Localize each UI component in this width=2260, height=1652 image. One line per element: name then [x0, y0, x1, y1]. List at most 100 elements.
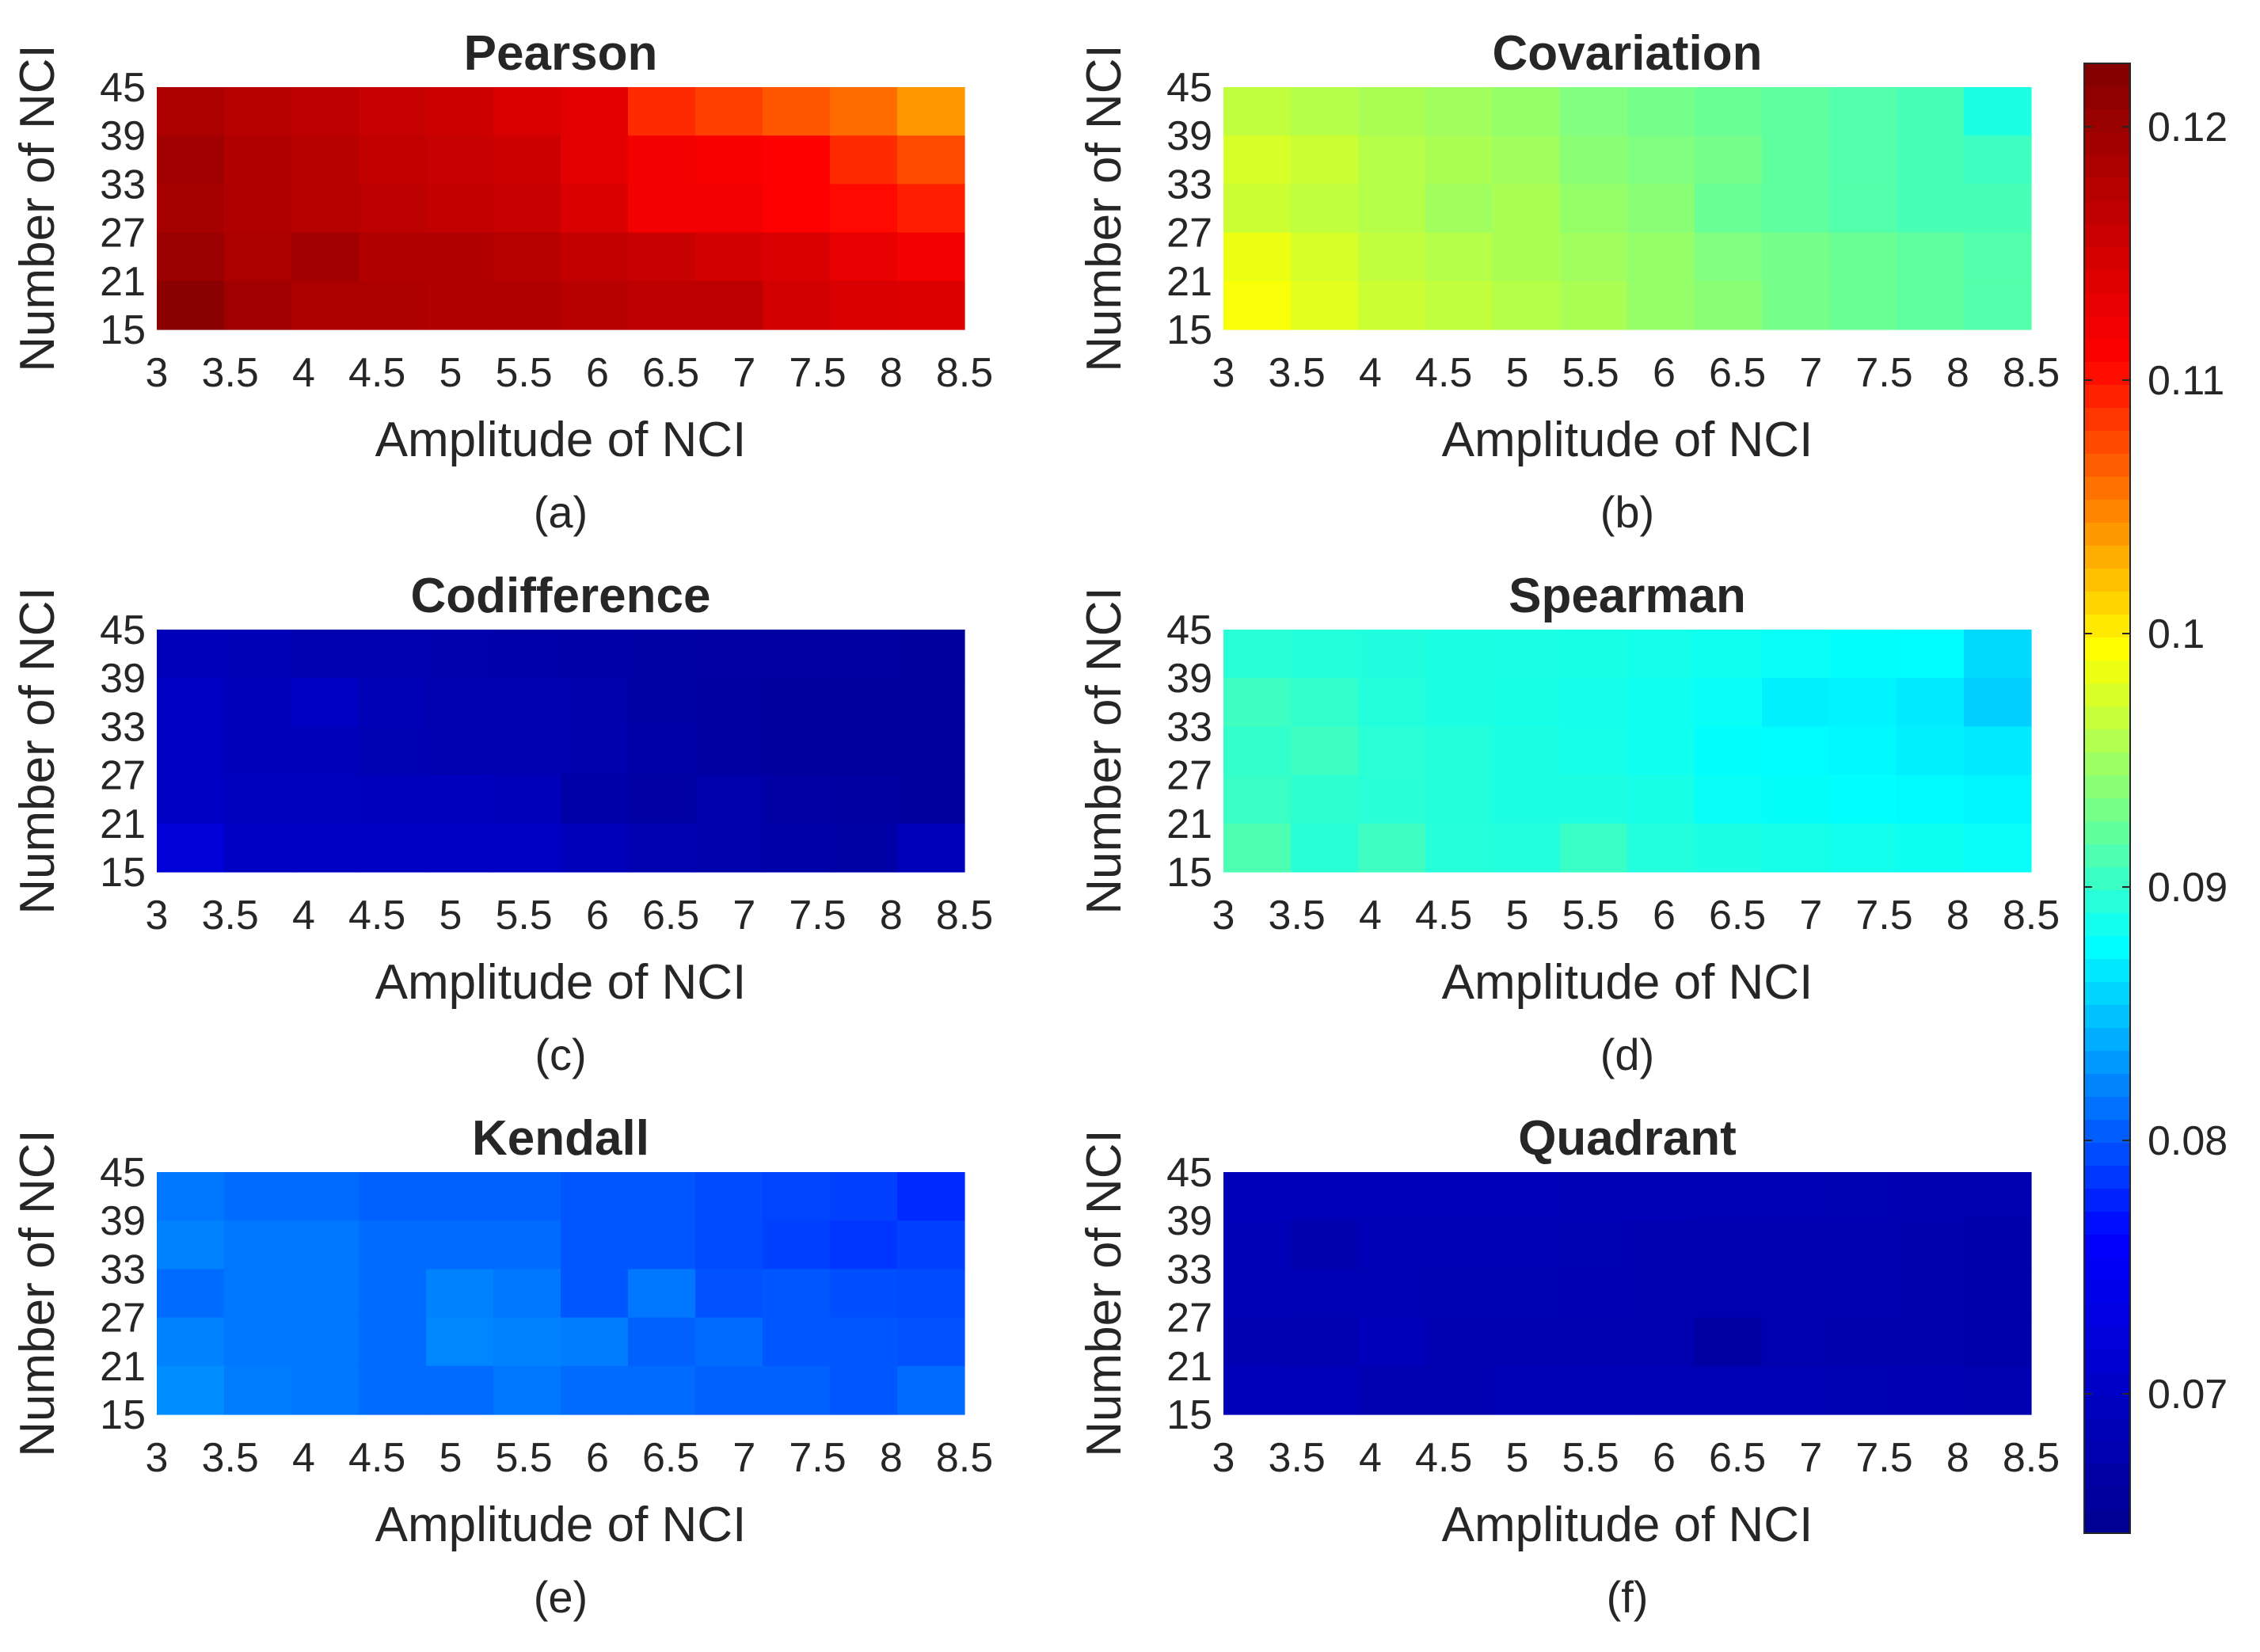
heatmap-cell — [224, 775, 292, 824]
colorbar-segment — [2084, 1395, 2130, 1419]
heatmap-cell — [1358, 630, 1426, 679]
heatmap-cell — [628, 630, 696, 679]
heatmap-cell — [695, 823, 763, 873]
heatmap-cell — [493, 1172, 561, 1221]
panel-kendall: Kendall 3 3.5 4 4.5 5 5.5 6 6.5 7 7.5 8 8.5 152127333… — [10, 1111, 993, 1622]
heatmap-cell — [628, 678, 696, 727]
heatmap-cell — [359, 135, 427, 185]
x-tick-label: 7.5 — [1855, 893, 1912, 938]
heatmap-cell — [628, 1220, 696, 1269]
heatmap-cell — [1964, 87, 2032, 136]
heatmap-cell — [493, 823, 561, 873]
x-tick-label: 3 — [146, 350, 169, 396]
heatmap-cell — [157, 1269, 225, 1319]
y-tick-label: 45 — [1166, 65, 1212, 111]
x-tick-label: 8.5 — [936, 893, 993, 938]
heatmap-cell — [1291, 1317, 1359, 1367]
heatmap-cell — [830, 232, 898, 282]
heatmap-cell — [1897, 184, 1965, 234]
heatmap-cell — [561, 726, 629, 776]
heatmap-cell — [1223, 775, 1292, 824]
heatmap-cell — [1695, 823, 1763, 873]
x-tick-label: 8 — [880, 893, 903, 938]
heatmap-cell — [359, 1172, 427, 1221]
x-tick-label: 3.5 — [1269, 893, 1326, 938]
x-tick-label: 4.5 — [1415, 1435, 1472, 1481]
heatmap-cell — [763, 726, 831, 776]
heatmap-cell — [1493, 87, 1561, 136]
heatmap-cell — [1425, 184, 1493, 234]
x-axis-label: Amplitude of NCI — [1442, 1498, 1813, 1552]
heatmap-cell — [426, 823, 494, 873]
x-tick-label: 4.5 — [348, 1435, 405, 1481]
x-tick-label: 5.5 — [495, 893, 552, 938]
x-tick-label: 8 — [1946, 350, 1969, 396]
heatmap-cell — [1560, 726, 1628, 776]
colorbar-segment — [2084, 1372, 2130, 1396]
heatmap-cell — [426, 1172, 494, 1221]
x-tick-label: 8 — [1946, 893, 1969, 938]
heatmap-cell — [1627, 726, 1695, 776]
heatmap-cell — [291, 87, 360, 136]
colorbar-segment — [2084, 155, 2130, 179]
heatmap-cell — [1627, 1269, 1695, 1319]
heatmap-cell — [897, 630, 965, 679]
heatmap-cell — [763, 823, 831, 873]
x-tick-label: 6.5 — [1709, 1435, 1766, 1481]
heatmap-cell — [426, 1220, 494, 1269]
heatmap-cell — [291, 1172, 360, 1221]
colorbar-segment — [2084, 706, 2130, 730]
heatmap-cell — [157, 775, 225, 824]
x-tick-label: 3.5 — [202, 893, 259, 938]
x-tick-label: 4 — [292, 350, 315, 396]
heatmap-cell — [1291, 87, 1359, 136]
panel-caption: (a) — [534, 487, 588, 537]
heatmap-cell — [1762, 1220, 1830, 1269]
heatmap-cell — [493, 135, 561, 185]
colorbar-segment — [2084, 982, 2130, 1006]
heatmap-cell — [1291, 1269, 1359, 1319]
colorbar-segment — [2084, 821, 2130, 845]
colorbar-segment — [2084, 1441, 2130, 1465]
heatmap-cell — [1964, 1172, 2032, 1221]
heatmap-cell — [493, 87, 561, 136]
heatmap-cell — [1291, 726, 1359, 776]
heatmap-cell — [1897, 1220, 1965, 1269]
x-tick-label: 7 — [732, 893, 755, 938]
colorbar-segment — [2084, 890, 2130, 914]
colorbar-segment — [2084, 1258, 2130, 1281]
heatmap-cell — [224, 1365, 292, 1415]
heatmap-cell — [291, 1317, 360, 1367]
heatmap-cell — [1223, 630, 1292, 679]
heatmap-cell — [628, 232, 696, 282]
y-tick-label: 39 — [100, 113, 146, 159]
heatmap-cell — [1425, 135, 1493, 185]
y-tick-label: 45 — [100, 65, 146, 111]
heatmap-cell — [1223, 87, 1292, 136]
heatmap-cell — [291, 232, 360, 282]
heatmap-cell — [1358, 1365, 1426, 1415]
heatmap-cell — [1560, 1172, 1628, 1221]
heatmap-cell — [1425, 630, 1493, 679]
heatmap-cell — [897, 1172, 965, 1221]
heatmap-cell — [1358, 135, 1426, 185]
heatmap-cell — [1425, 678, 1493, 727]
heatmap-cell — [1964, 184, 2032, 234]
y-tick-label: 45 — [1166, 1150, 1212, 1196]
heatmap-cell — [1425, 232, 1493, 282]
heatmap-cell — [359, 1365, 427, 1415]
y-tick-label: 39 — [1166, 113, 1212, 159]
x-tick-label: 7 — [1799, 893, 1822, 938]
colorbar-tick-label: 0.08 — [2148, 1118, 2228, 1164]
heatmap-cell — [291, 135, 360, 185]
heatmap-cell — [695, 184, 763, 234]
heatmap-cell — [763, 1317, 831, 1367]
x-tick-label: 7 — [732, 1435, 755, 1481]
heatmap-cell — [1964, 1365, 2032, 1415]
heatmap-cell — [1829, 232, 1897, 282]
colorbar-segment — [2084, 270, 2130, 294]
colorbar-segment — [2084, 178, 2130, 202]
heatmap-cell — [1964, 1269, 2032, 1319]
heatmap-cell — [1560, 678, 1628, 727]
